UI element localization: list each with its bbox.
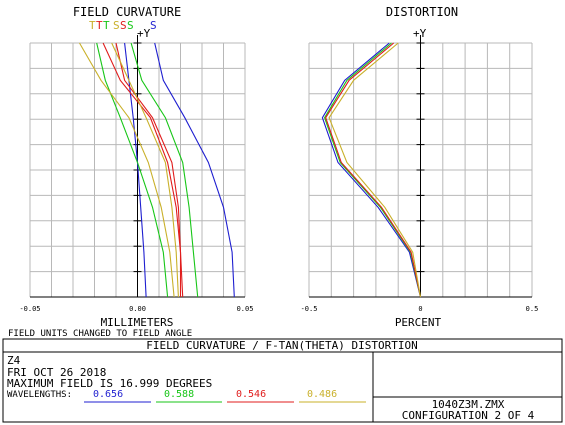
date-text: FRI OCT 26 2018 [7,366,106,379]
max-field-text: MAXIMUM FIELD IS 16.999 DEGREES [7,377,212,390]
dist-series-line-3 [325,42,422,298]
legend-s-3: S [127,19,134,32]
field-curvature-legend: T T T S S S S [89,19,157,32]
field-curvature-title: FIELD CURVATURE [73,5,181,19]
fc-series-line-7 [79,42,175,298]
info-panel: FIELD CURVATURE / F-TAN(THETA) DISTORTIO… [2,338,563,423]
file-name: 1040Z3M.ZMX [432,398,505,411]
fc-series-line-8 [111,42,179,298]
fc-y-axis-label: +Y [137,27,151,40]
wavelength-1: 0.656 [93,389,123,400]
dist-series-line-4 [328,42,422,298]
legend-s-4: S [150,19,157,32]
fc-x-tick-label: 0.05 [237,305,254,313]
dist-series-line-1 [321,42,422,298]
info-panel-border [2,338,563,423]
fc-series-line-6 [102,42,184,298]
configuration-text: CONFIGURATION 2 OF 4 [402,409,535,422]
legend-s-1: S [113,19,120,32]
fc-series-line-2 [154,42,235,298]
field-units-note: FIELD UNITS CHANGED TO FIELD ANGLE [8,329,192,339]
wavelength-2: 0.588 [164,389,194,400]
wavelengths-label: WAVELENGTHS: [7,390,72,400]
distortion-plot: -0.5 0 0.5 [301,35,539,313]
window-title: FIELD CURVATURE / F-TAN(THETA) DISTORTIO… [146,339,418,352]
wavelength-4: 0.486 [307,389,337,400]
legend-t-3: T [103,19,110,32]
fc-x-tick-label: -0.05 [19,305,40,313]
legend-s-2: S [120,19,127,32]
dist-y-axis-label: +Y [413,27,427,40]
lens-name: Z4 [7,354,21,367]
dist-x-tick-label: -0.5 [301,305,318,313]
dist-x-tick-label: 0 [418,305,422,313]
field-curvature-plot: -0.05 0.00 0.05 [19,35,253,313]
legend-t-1: T [89,19,96,32]
wavelength-3: 0.546 [236,389,266,400]
fc-x-tick-label: 0.00 [129,305,146,313]
dist-x-tick-label: 0.5 [526,305,539,313]
fc-series-line-3 [96,42,169,298]
dist-x-axis-label: PERCENT [395,316,442,329]
distortion-title: DISTORTION [386,5,458,19]
fc-x-axis-label: MILLIMETERS [101,316,174,329]
fc-series-line-4 [130,42,199,298]
legend-t-2: T [96,19,103,32]
